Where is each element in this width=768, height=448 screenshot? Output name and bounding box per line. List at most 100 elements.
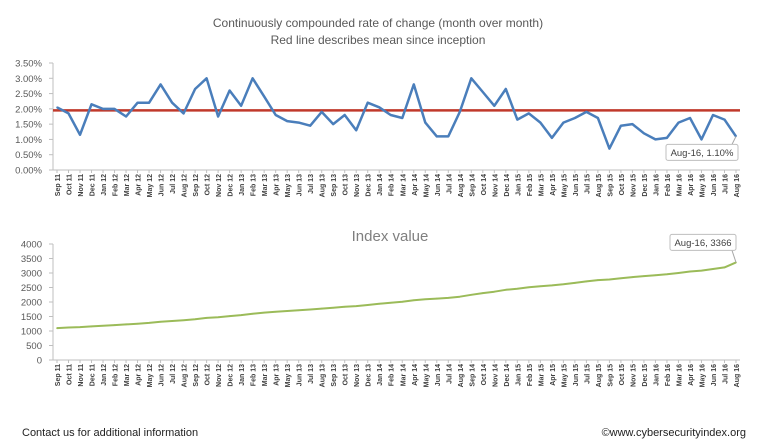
index-x-tick-label: Nov 15: [630, 364, 637, 387]
index-data-point: [712, 268, 714, 270]
rate-data-point: [643, 132, 645, 135]
index-data-point: [217, 316, 219, 318]
index-data-point: [608, 278, 611, 281]
index-data-point: [113, 324, 116, 326]
rate-data-point: [458, 111, 461, 113]
rate-chart: 0.00% 0.50% 1.00% 1.50% 2.00% 2.50% 3.00% 3.50%…: [15, 59, 741, 198]
rate-x-tick-label: Jan 16: [653, 174, 660, 196]
index-data-point: [666, 273, 668, 276]
rate-data-point: [240, 105, 242, 107]
rate-x-tick-label: Apr 13: [274, 174, 281, 196]
index-x-tick-label: Mar 16: [676, 364, 683, 386]
rate-x-tick-label: Nov 15: [630, 174, 637, 197]
rate-x-tick-label: Feb 13: [251, 174, 258, 196]
index-x-tick-label: Jun 14: [435, 364, 442, 386]
index-y-tick-label: 2000: [21, 298, 42, 309]
index-data-point: [574, 282, 576, 284]
rate-x-tick-label: Mar 12: [124, 174, 131, 196]
rate-data-point: [493, 105, 496, 107]
index-data-point: [470, 293, 473, 296]
index-x-tick-label: Jan 13: [239, 364, 246, 386]
rate-data-point: [343, 114, 346, 116]
copyright-text: ©www.cybersecurityindex.org: [601, 427, 746, 439]
index-data-point: [182, 319, 185, 322]
index-data-point: [505, 289, 507, 291]
rate-chart-title: Continuously compounded rate of change (…: [213, 16, 543, 30]
rate-chart-subtitle: Red line describes mean since inception: [271, 33, 486, 47]
index-data-point: [412, 299, 415, 301]
index-data-point: [136, 322, 139, 325]
index-data-point: [332, 306, 335, 309]
index-y-tick-label: 3000: [21, 269, 42, 280]
index-data-point: [90, 325, 93, 328]
index-data-point: [148, 322, 150, 324]
rate-data-point: [378, 106, 381, 109]
index-data-point: [585, 280, 588, 283]
index-x-tick-label: Apr 16: [688, 364, 695, 386]
index-data-point: [435, 297, 438, 300]
index-annotation-leader: [731, 250, 737, 263]
index-data-point: [447, 297, 450, 299]
index-data-point: [56, 327, 58, 329]
index-y-tick-label: 4000: [21, 240, 42, 251]
index-data-point: [320, 307, 323, 310]
rate-data-point: [482, 91, 484, 93]
index-data-point: [171, 320, 173, 322]
rate-data-point: [67, 112, 70, 115]
rate-data-point: [723, 118, 726, 121]
rate-x-tick-label: Sep 11: [55, 174, 62, 196]
index-data-point: [343, 306, 346, 308]
rate-data-point: [286, 120, 288, 122]
rate-data-point: [274, 114, 277, 116]
rate-x-tick-label: Jun 13: [297, 174, 304, 196]
index-x-tick-label: Dec 13: [366, 364, 373, 387]
rate-data-point: [700, 138, 703, 141]
rate-data-point: [435, 135, 438, 138]
index-x-tick-label: Jan 15: [515, 364, 522, 386]
rate-data-point: [516, 118, 519, 121]
index-data-point: [551, 284, 553, 287]
index-x-tick-label: Jan 16: [653, 364, 660, 386]
index-x-tick-label: Oct 13: [343, 364, 350, 386]
rate-annotation-leader: [731, 136, 737, 145]
rate-data-point: [505, 88, 507, 90]
index-x-tick-label: Jul 16: [722, 364, 729, 384]
rate-x-tick-label: Dec 13: [366, 174, 373, 197]
index-chart: 0 500 1000 1500 2000 2500 3000 3500 4000 Sep 11 Oc…: [21, 233, 741, 387]
index-data-point: [251, 312, 254, 315]
index-data-point: [366, 304, 369, 306]
rate-x-tick-label: Jul 12: [170, 174, 177, 194]
index-x-tick-label: Oct 15: [619, 364, 626, 386]
rate-data-point: [125, 115, 127, 118]
rate-data-point: [447, 135, 450, 138]
index-data-point: [240, 314, 242, 316]
rate-data-point: [79, 134, 81, 136]
index-x-tick-label: Aug 15: [596, 364, 603, 387]
index-data-point: [597, 279, 599, 281]
rate-data-point: [228, 89, 231, 92]
rate-data-point: [389, 114, 392, 116]
rate-y-tick-label: 0.50%: [15, 150, 42, 161]
index-data-point: [643, 275, 645, 277]
rate-x-tick-label: Apr 12: [136, 174, 143, 196]
index-x-tick-label: Apr 12: [136, 364, 143, 386]
index-x-tick-label: Mar 14: [400, 364, 407, 386]
rate-y-tick-label: 1.50%: [15, 120, 42, 131]
rate-data-point: [551, 137, 553, 139]
rate-x-tick-label: Sep 12: [193, 174, 200, 197]
index-x-tick-label: Aug 14: [458, 364, 465, 387]
index-x-tick-label: Apr 14: [412, 364, 419, 386]
index-data-point: [516, 287, 519, 290]
index-data-point: [723, 266, 726, 269]
index-x-tick-label: Feb 12: [113, 364, 120, 386]
rate-x-tick-label: Feb 12: [113, 174, 120, 196]
index-x-tick-label: Aug 16: [734, 364, 741, 387]
rate-x-tick-label: Dec 11: [90, 174, 97, 196]
index-x-tick-label: Oct 14: [481, 364, 488, 386]
index-x-tick-label: May 14: [423, 364, 430, 387]
rate-x-tick-label: Feb 14: [389, 174, 396, 196]
index-data-point: [539, 285, 542, 287]
rate-x-tick-label: Sep 15: [607, 174, 614, 197]
index-x-tick-label: Jun 16: [711, 364, 718, 386]
